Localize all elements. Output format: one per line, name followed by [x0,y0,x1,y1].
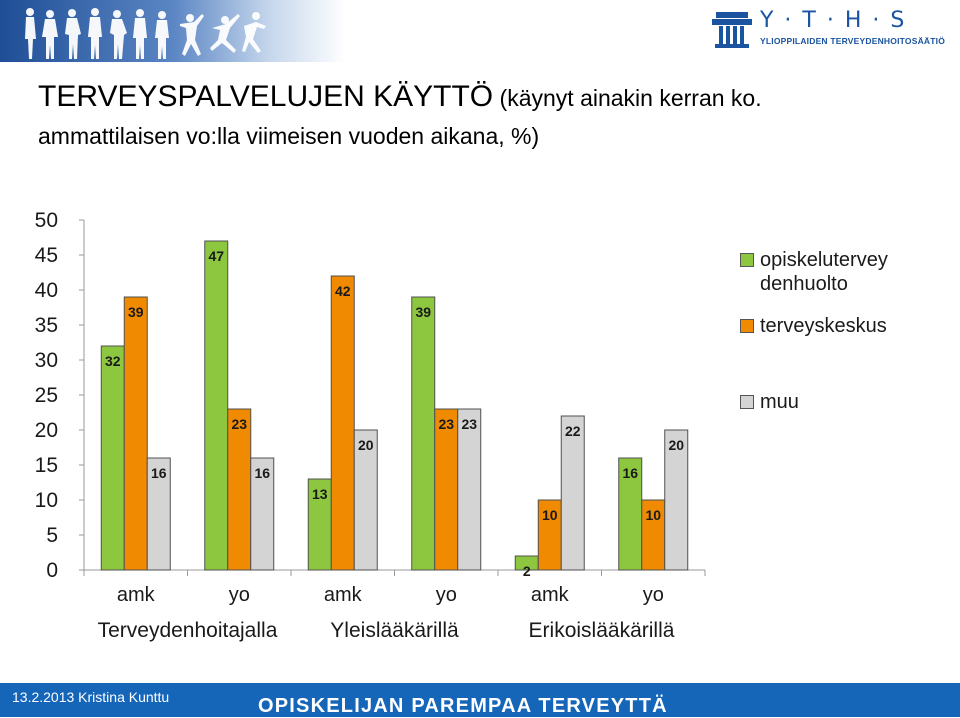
pillar-logo-icon [712,12,752,48]
data-label: 23 [231,416,247,432]
data-label: 39 [415,304,431,320]
data-label: 16 [254,465,270,481]
data-label: 23 [461,416,477,432]
x-group-label: Erikoislääkärillä [529,619,675,642]
y-tick-label: 25 [35,384,58,407]
bar [146,457,171,571]
legend-label: muu [760,391,799,413]
title-main: TERVEYSPALVELUJEN KÄYTTÖ [38,80,494,113]
data-label: 42 [335,283,351,299]
x-category-label: yo [229,584,250,606]
bar [123,296,148,571]
bar [204,240,229,571]
bar-chart: 0 5 10 15 20 25 30 35 40 45 50 32 39 16 amk 47 23 16 yo 13 4… [35,209,706,642]
y-tick-label: 10 [35,489,58,512]
footer-date-author: 13.2.2013 Kristina Kunttu [12,689,170,705]
y-tick-label: 5 [46,524,58,547]
data-label: 13 [312,486,328,502]
data-label: 20 [668,437,684,453]
y-tick-label: 50 [35,209,58,232]
page-title: TERVEYSPALVELUJEN KÄYTTÖ (käynyt ainakin… [38,80,918,157]
data-label: 16 [622,465,638,481]
y-tick-label: 40 [35,279,58,302]
y-tick-label: 15 [35,454,58,477]
x-category-label: yo [643,584,664,606]
data-label: 32 [105,353,121,369]
yths-logo: Y · T · H · S YLIOPPILAIDEN TERVEYDENHOI… [712,6,946,52]
bar [664,429,689,571]
data-label: 2 [523,563,531,579]
title-sub-line1: (käynyt ainakin kerran ko. [493,85,762,111]
data-label: 16 [151,465,167,481]
y-tick-label: 0 [46,559,58,582]
data-label: 22 [565,423,581,439]
footer-bar: 13.2.2013 Kristina Kunttu OPISKELIJAN PA… [0,683,960,717]
x-group-label: Yleislääkärillä [330,619,459,642]
data-label: 47 [208,248,224,264]
y-tick-label: 35 [35,314,58,337]
data-label: 10 [645,507,661,523]
bar [227,408,252,571]
bar [457,408,482,571]
footer-slogan: OPISKELIJAN PAREMPAA TERVEYTTÄ [258,695,668,717]
logo-letters: Y · T · H · S [760,8,907,33]
bar [353,429,378,571]
y-tick-label: 30 [35,349,58,372]
bar [434,408,459,571]
data-label: 10 [542,507,558,523]
logo-subtitle: YLIOPPILAIDEN TERVEYDENHOITOSÄÄTIÖ [760,36,946,46]
legend-swatch-green [740,253,754,267]
chart-legend: opiskelutervey denhuolto terveyskeskus m… [740,248,888,414]
bar [330,275,355,571]
legend-swatch-gray [740,395,754,409]
legend-item-opiskeluterveydenhuolto: opiskelutervey denhuolto [740,248,888,314]
people-silhouettes-icon [25,8,266,59]
x-category-label: amk [117,584,156,606]
bar [560,415,585,571]
y-tick-label: 45 [35,244,58,267]
legend-swatch-orange [740,319,754,333]
legend-label: opiskelutervey denhuolto [760,249,888,295]
x-group-label: Terveydenhoitajalla [98,619,278,642]
x-category-label: yo [436,584,457,606]
header-banner: Y · T · H · S YLIOPPILAIDEN TERVEYDENHOI… [0,0,960,62]
legend-item-terveyskeskus: terveyskeskus [740,314,888,390]
x-category-label: amk [531,584,570,606]
legend-label: terveyskeskus [760,315,887,337]
legend-item-muu: muu [740,390,888,414]
bar [411,296,436,571]
data-label: 23 [438,416,454,432]
bar [250,457,275,571]
x-category-label: amk [324,584,363,606]
title-sub-line2: ammattilaisen vo:lla viimeisen vuoden ai… [38,123,540,149]
data-label: 20 [358,437,374,453]
data-label: 39 [128,304,144,320]
y-tick-label: 20 [35,419,58,442]
bar [100,345,125,571]
